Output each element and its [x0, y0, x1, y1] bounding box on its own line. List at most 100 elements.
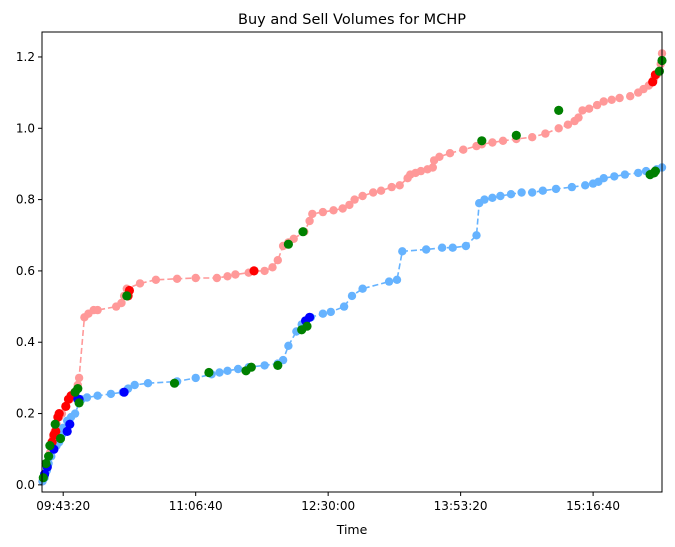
- point-lower-25: [215, 368, 224, 377]
- y-tick-label-5: 1.0: [16, 121, 35, 135]
- point-lower-45: [422, 245, 431, 254]
- point-upper-70: [563, 120, 573, 129]
- marker-green-14: [273, 360, 283, 370]
- point-upper-30: [231, 270, 240, 279]
- marker-green-9: [122, 291, 132, 301]
- marker-green-2: [44, 451, 54, 461]
- marker-blue-7: [119, 387, 129, 397]
- point-lower-57: [538, 186, 547, 195]
- point-lower-29: [260, 361, 269, 370]
- x-tick-label-2: 12:30:00: [301, 499, 355, 513]
- point-upper-21: [117, 298, 126, 308]
- point-lower-59: [567, 182, 577, 192]
- marker-green-24: [650, 166, 661, 176]
- point-upper-15: [74, 373, 84, 383]
- point-upper-45: [345, 200, 354, 210]
- point-upper-47: [358, 191, 367, 201]
- point-upper-64: [488, 138, 497, 147]
- y-tick-label-1: 0.2: [16, 407, 35, 421]
- marker-blue-9: [305, 312, 315, 322]
- point-lower-37: [318, 309, 328, 318]
- point-upper-33: [260, 266, 269, 276]
- point-lower-52: [488, 193, 497, 202]
- point-lower-65: [620, 170, 630, 179]
- point-lower-54: [506, 190, 516, 199]
- point-upper-61: [459, 145, 468, 154]
- point-lower-20: [130, 380, 139, 390]
- chart-title: Buy and Sell Volumes for MCHP: [238, 12, 466, 28]
- point-lower-56: [528, 188, 537, 197]
- marker-green-20: [511, 130, 521, 140]
- marker-green-15: [283, 239, 293, 249]
- point-lower-27: [233, 364, 243, 374]
- x-axis-label: Time: [336, 522, 368, 537]
- marker-green-3: [45, 441, 55, 451]
- point-lower-41: [358, 284, 367, 293]
- point-lower-32: [284, 341, 293, 350]
- marker-red-4: [54, 409, 64, 419]
- marker-blue-3: [62, 426, 72, 436]
- point-upper-78: [615, 93, 624, 103]
- point-upper-35: [273, 256, 282, 265]
- x-tick-label-4: 15:16:40: [566, 499, 620, 513]
- point-lower-15: [82, 393, 92, 402]
- point-lower-48: [461, 241, 471, 251]
- point-upper-67: [528, 133, 537, 142]
- point-upper-43: [329, 206, 338, 215]
- point-upper-34: [268, 263, 277, 272]
- y-tick-label-2: 0.4: [16, 335, 35, 349]
- point-upper-29: [223, 272, 232, 281]
- point-upper-69: [554, 124, 563, 133]
- point-lower-53: [496, 191, 505, 201]
- marker-green-1: [41, 458, 51, 469]
- marker-green-10: [169, 378, 180, 388]
- marker-green-25: [654, 66, 665, 76]
- point-upper-60: [445, 149, 455, 158]
- marker-green-19: [477, 136, 487, 146]
- point-upper-74: [584, 104, 594, 113]
- point-upper-73: [578, 106, 587, 115]
- point-upper-28: [212, 273, 222, 283]
- marker-green-8: [74, 398, 84, 408]
- point-upper-25: [151, 275, 161, 284]
- marker-red-5: [61, 401, 71, 411]
- point-upper-75: [592, 100, 602, 110]
- point-lower-49: [472, 231, 481, 240]
- point-lower-66: [634, 168, 643, 178]
- marker-green-5: [55, 433, 66, 444]
- y-tick-label-4: 0.8: [16, 193, 35, 207]
- point-lower-44: [398, 247, 407, 256]
- point-upper-40: [305, 216, 314, 226]
- point-upper-27: [191, 273, 200, 283]
- y-tick-label-6: 1.2: [16, 50, 35, 64]
- point-upper-76: [599, 97, 608, 106]
- point-upper-44: [338, 204, 347, 213]
- point-lower-12: [70, 409, 80, 418]
- point-lower-40: [347, 291, 357, 301]
- point-upper-50: [387, 182, 396, 192]
- axes-frame: [41, 31, 663, 493]
- point-lower-46: [437, 243, 447, 252]
- point-upper-26: [172, 274, 182, 283]
- x-axis: 09:43:20 11:06:40 12:30:00 13:53:20 15:16:40: [36, 492, 620, 513]
- x-tick-label-0: 09:43:20: [36, 499, 90, 513]
- point-upper-48: [369, 188, 378, 197]
- point-upper-72: [574, 113, 583, 122]
- point-upper-55: [416, 166, 426, 176]
- point-lower-58: [551, 184, 561, 194]
- point-lower-23: [191, 373, 200, 383]
- point-upper-24: [135, 279, 145, 288]
- y-axis: 0.0 0.2 0.4 0.6 0.8 1.0 1.2: [16, 50, 42, 492]
- point-lower-51: [480, 195, 489, 204]
- highlight-layer: [38, 55, 667, 483]
- point-lower-43: [392, 275, 402, 284]
- point-upper-79: [626, 92, 635, 101]
- point-lower-55: [517, 188, 526, 197]
- marker-green-4: [50, 419, 60, 429]
- point-lower-63: [599, 174, 608, 183]
- point-lower-60: [581, 181, 590, 190]
- point-lower-42: [384, 277, 394, 286]
- point-lower-26: [223, 366, 232, 375]
- point-lower-64: [610, 172, 619, 181]
